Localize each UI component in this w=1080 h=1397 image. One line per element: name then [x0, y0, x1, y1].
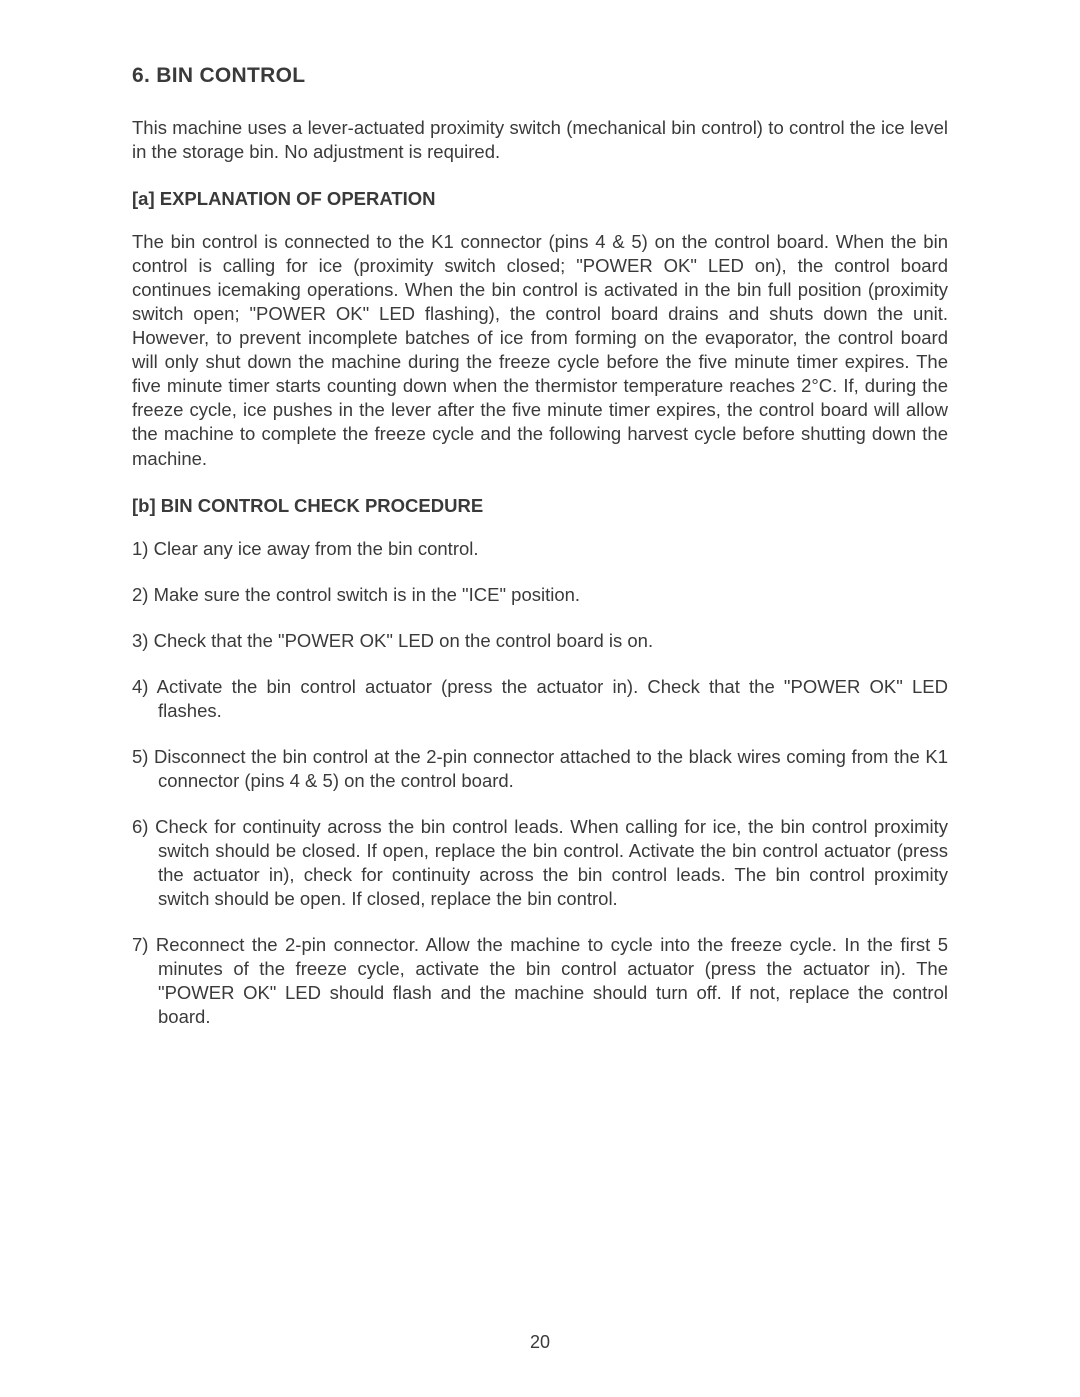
subsection-a-body: The bin control is connected to the K1 c… [132, 230, 948, 470]
procedure-step: 7) Reconnect the 2-pin connector. Allow … [132, 933, 948, 1029]
document-page: 6. BIN CONTROL This machine uses a lever… [0, 0, 1080, 1029]
intro-paragraph: This machine uses a lever-actuated proxi… [132, 116, 948, 164]
procedure-step: 4) Activate the bin control actuator (pr… [132, 675, 948, 723]
procedure-step: 1) Clear any ice away from the bin contr… [132, 537, 948, 561]
procedure-list: 1) Clear any ice away from the bin contr… [132, 537, 948, 1030]
subsection-a-title: [a] EXPLANATION OF OPERATION [132, 188, 948, 210]
procedure-step: 6) Check for continuity across the bin c… [132, 815, 948, 911]
procedure-step: 2) Make sure the control switch is in th… [132, 583, 948, 607]
procedure-step: 3) Check that the "POWER OK" LED on the … [132, 629, 948, 653]
section-title: 6. BIN CONTROL [132, 64, 948, 88]
page-number: 20 [0, 1332, 1080, 1353]
subsection-b-title: [b] BIN CONTROL CHECK PROCEDURE [132, 495, 948, 517]
procedure-step: 5) Disconnect the bin control at the 2-p… [132, 745, 948, 793]
